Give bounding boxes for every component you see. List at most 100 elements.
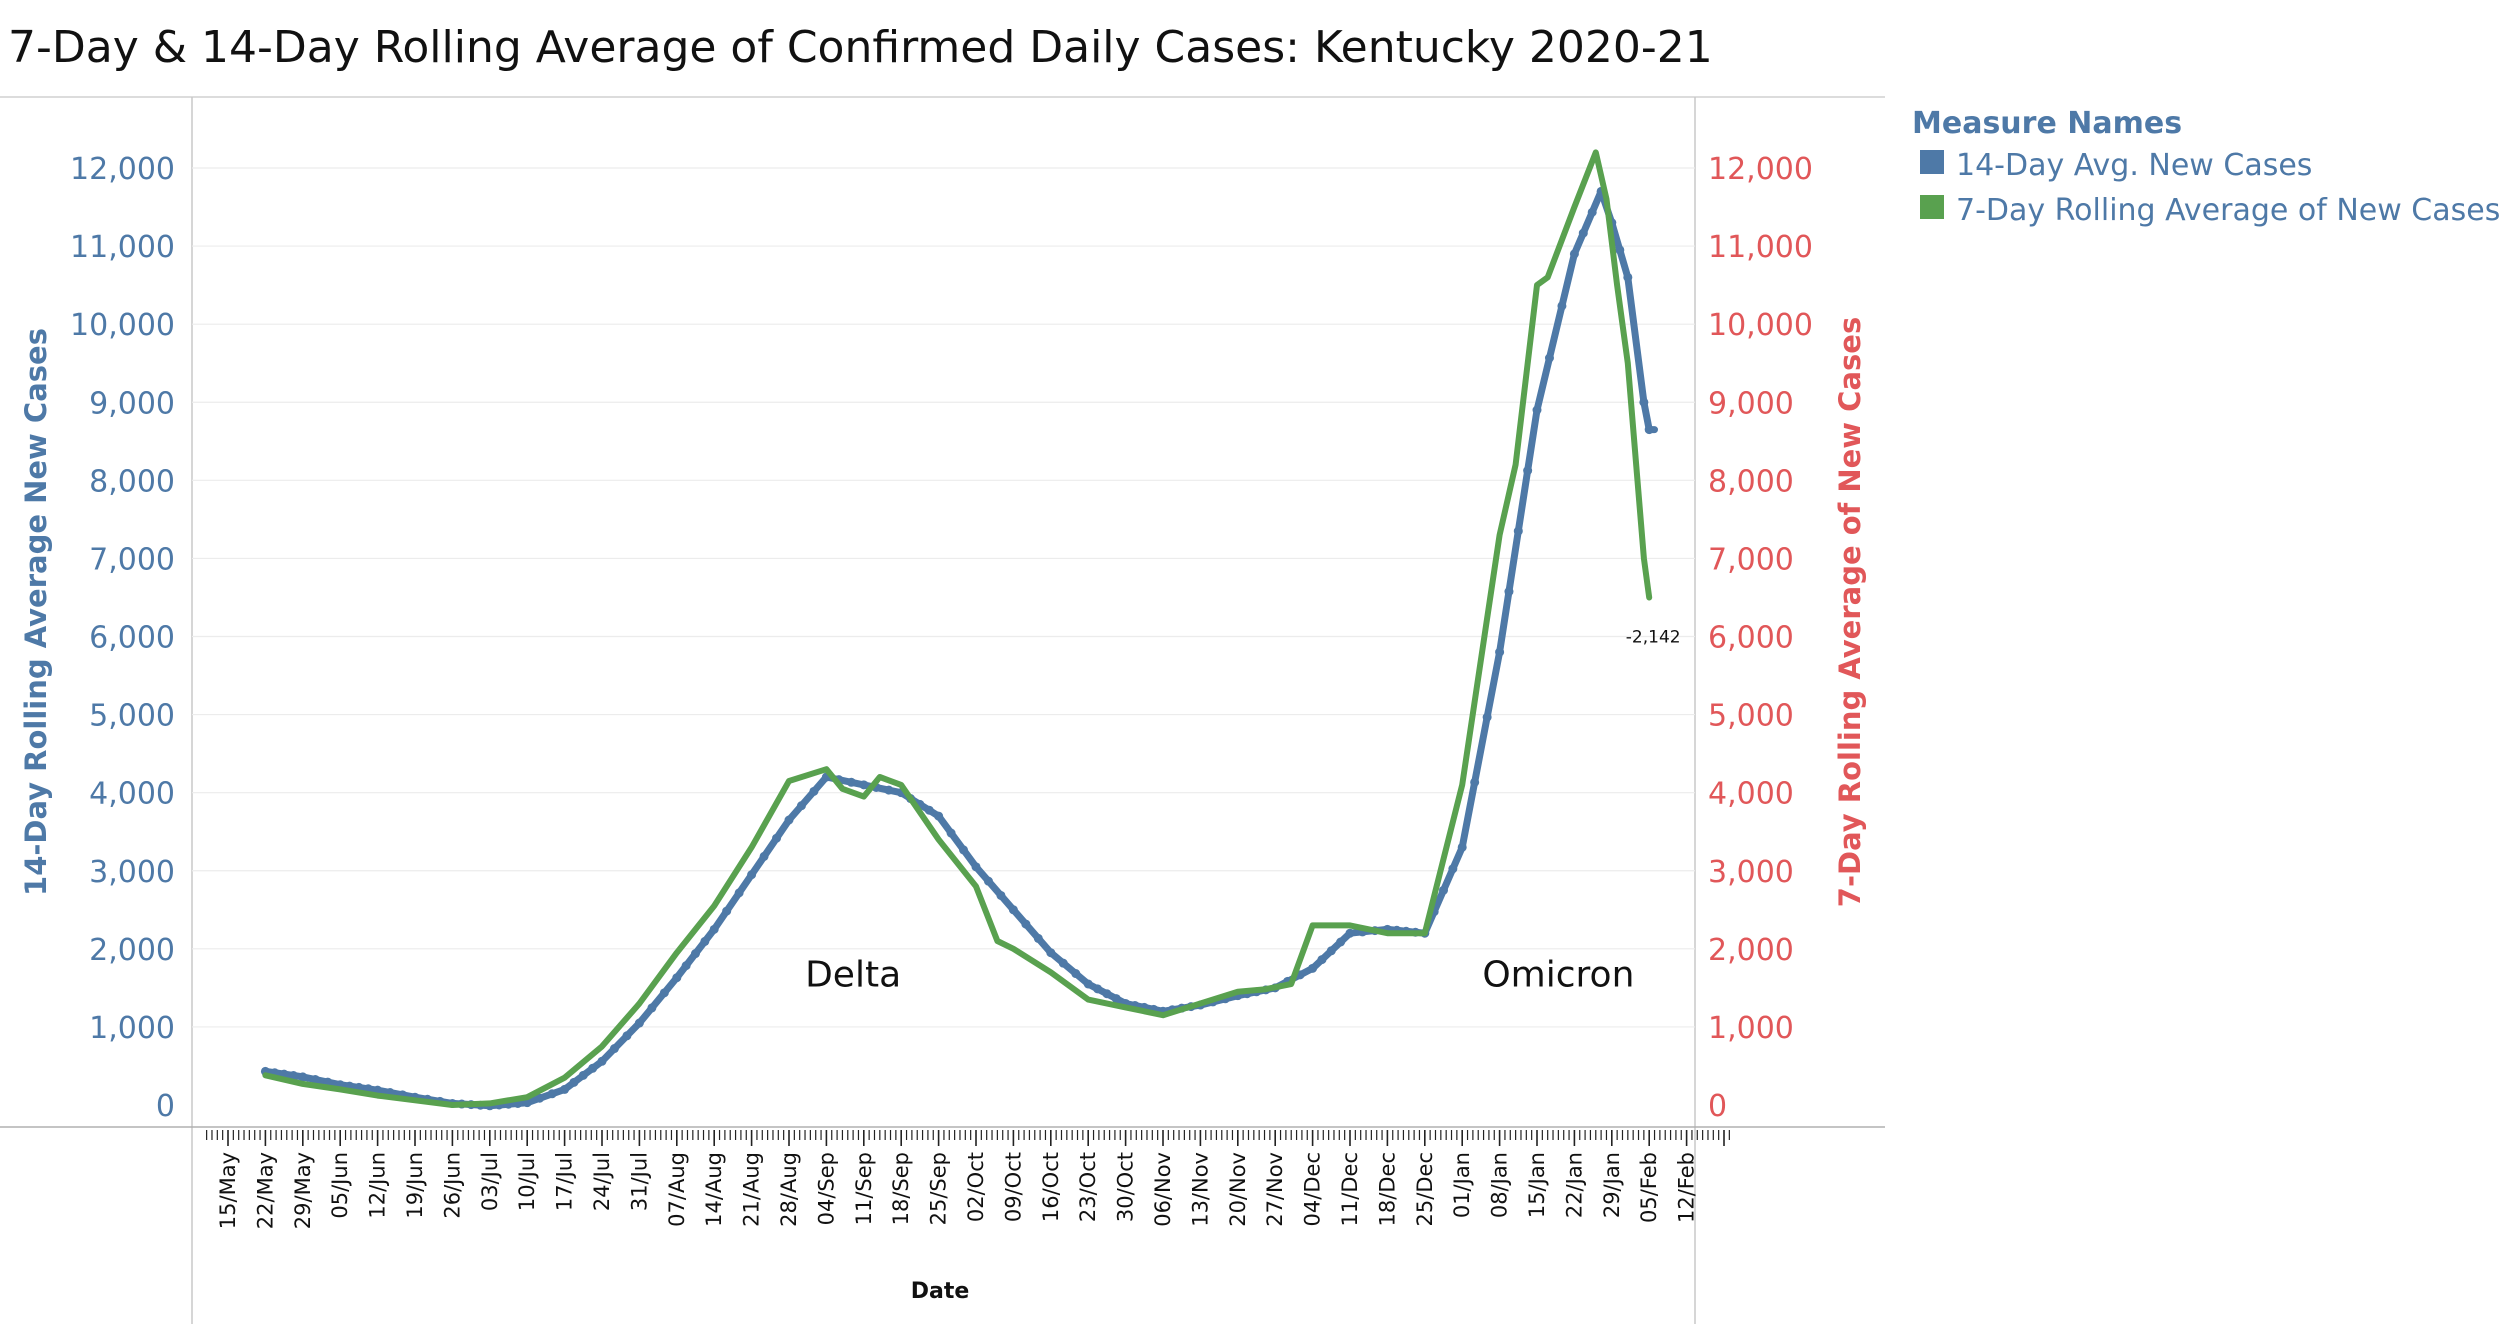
x-tick-label: 25/Dec: [1413, 1152, 1437, 1226]
point-14-day: [1111, 994, 1121, 1004]
y-tick-label-left: 5,000: [89, 699, 175, 734]
y-tick-label-right: 8,000: [1708, 464, 1794, 499]
point-14-day: [622, 1031, 632, 1041]
point-14-day: [934, 811, 944, 821]
y-tick-label-left: 0: [156, 1089, 175, 1124]
series-line-14-day: [261, 187, 1658, 1110]
y-tick-label-right: 3,000: [1708, 855, 1794, 890]
x-tick-label: 19/Jun: [403, 1152, 427, 1219]
point-14-day: [609, 1044, 619, 1054]
x-axis-title: Date: [911, 1279, 970, 1304]
point-14-day: [1644, 425, 1654, 435]
y-tick-label-right: 12,000: [1708, 152, 1813, 187]
point-14-day: [1532, 405, 1542, 415]
x-tick-label: 08/Jan: [1488, 1152, 1512, 1218]
legend-swatch-7-day[interactable]: [1920, 195, 1944, 219]
x-tick-label: 15/Jan: [1525, 1152, 1549, 1218]
x-tick-label: 05/Jun: [328, 1152, 352, 1219]
y-tick-label-right: 5,000: [1708, 699, 1794, 734]
point-14-day: [884, 785, 894, 795]
y-tick-label-left: 7,000: [89, 542, 175, 577]
y-tick-label-left: 9,000: [89, 386, 175, 421]
y-axis-left-title: 14-Day Rolling Average New Cases: [19, 328, 53, 896]
y-tick-label-left: 12,000: [70, 152, 175, 187]
point-14-day: [1448, 864, 1458, 874]
legend-title: Measure Names: [1912, 106, 2182, 141]
point-14-day: [734, 888, 744, 898]
y-tick-label-right: 11,000: [1708, 230, 1813, 265]
x-tick-label: 11/Sep: [852, 1152, 876, 1225]
y-tick-label-right: 1,000: [1708, 1011, 1794, 1046]
x-tick-label: 11/Dec: [1338, 1152, 1362, 1226]
end-value-label: -2,142: [1626, 628, 1681, 648]
point-14-day: [1513, 526, 1523, 536]
point-14-day: [846, 777, 856, 787]
point-14-day: [298, 1072, 308, 1082]
point-14-day: [1093, 984, 1103, 994]
legend-item-14-day[interactable]: 14-Day Avg. New Cases: [1956, 148, 2312, 183]
point-14-day: [1317, 955, 1327, 965]
point-14-day: [659, 988, 669, 998]
x-tick-label: 06/Nov: [1151, 1152, 1175, 1227]
x-tick-label: 22/Jan: [1562, 1152, 1586, 1218]
point-14-day: [1482, 712, 1492, 722]
point-14-day: [1557, 301, 1567, 311]
y-tick-label-right: 9,000: [1708, 386, 1794, 421]
point-14-day: [1523, 466, 1533, 476]
x-tick-label: 01/Jan: [1450, 1152, 1474, 1218]
x-tick-label: 31/Jul: [627, 1152, 651, 1211]
x-tick-label: 23/Oct: [1076, 1152, 1100, 1222]
x-tick-label: 16/Oct: [1039, 1152, 1063, 1222]
y-tick-label-left: 8,000: [89, 464, 175, 499]
y-axis-right-title: 7-Day Rolling Average of New Cases: [1833, 317, 1867, 907]
point-14-day: [560, 1084, 570, 1094]
legend-swatch-14-day[interactable]: [1920, 150, 1944, 174]
x-tick-label: 28/Aug: [777, 1152, 801, 1227]
x-tick-label: 21/Aug: [740, 1152, 764, 1227]
x-tick-label: 14/Aug: [702, 1152, 726, 1227]
series-line-7-day: [262, 149, 1653, 1108]
point-14-day: [288, 1071, 298, 1081]
grid-lines: [192, 167, 1695, 1028]
point-14-day: [1345, 928, 1355, 938]
point-14-day: [1623, 272, 1633, 282]
point-14-day: [1470, 777, 1480, 787]
point-14-day: [691, 949, 700, 959]
point-14-day: [946, 828, 956, 838]
point-14-day: [1046, 948, 1056, 958]
point-14-day: [1495, 647, 1505, 657]
x-tick-label: 27/Nov: [1263, 1152, 1287, 1227]
point-14-day: [310, 1074, 320, 1084]
point-14-day: [1102, 989, 1112, 999]
x-tick-label: 03/Jul: [478, 1152, 502, 1211]
point-14-day: [859, 780, 869, 790]
y-axis-left: 0 1,000 2,000 3,000 4,000 5,000 6,000 7,000 8,00…: [70, 152, 175, 1124]
y-tick-label-left: 2,000: [89, 933, 175, 968]
x-tick-label: 18/Sep: [889, 1152, 913, 1225]
annotations: Delta Omicron -2,142: [805, 628, 1681, 996]
point-14-day: [597, 1056, 607, 1066]
y-tick-label-left: 6,000: [89, 621, 175, 656]
point-14-day: [569, 1077, 579, 1087]
point-14-day: [647, 1003, 657, 1013]
point-14-day: [1083, 979, 1093, 989]
y-tick-label-left: 11,000: [70, 230, 175, 265]
point-14-day: [578, 1070, 588, 1080]
point-14-day: [796, 801, 806, 811]
point-14-day: [1639, 397, 1649, 407]
annotation-label: Delta: [805, 954, 901, 995]
point-14-day: [971, 862, 981, 872]
chart-title: 7-Day & 14-Day Rolling Average of Confir…: [8, 22, 1713, 73]
y-tick-label-left: 3,000: [89, 855, 175, 890]
legend: Measure Names 14-Day Avg. New Cases 7-Da…: [1912, 106, 2500, 228]
x-tick-label: 30/Oct: [1114, 1152, 1138, 1222]
y-tick-label-left: 10,000: [70, 308, 175, 343]
point-14-day: [1569, 249, 1579, 259]
point-14-day: [924, 805, 934, 815]
point-14-day: [1615, 245, 1625, 255]
legend-item-7-day[interactable]: 7-Day Rolling Average of New Cases: [1956, 193, 2500, 228]
point-14-day: [722, 906, 732, 916]
point-14-day: [709, 924, 719, 934]
y-tick-label-right: 7,000: [1708, 542, 1794, 577]
x-tick-label: 13/Nov: [1188, 1152, 1212, 1227]
